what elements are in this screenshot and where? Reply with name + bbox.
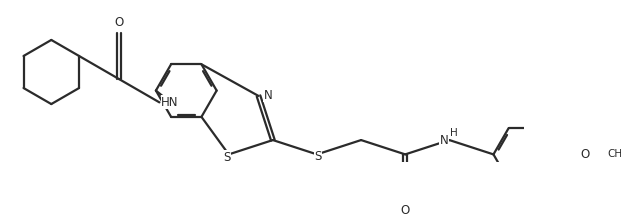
Text: O: O — [115, 16, 124, 29]
Text: O: O — [580, 148, 589, 161]
Text: O: O — [401, 204, 410, 214]
Text: N: N — [440, 134, 448, 147]
Text: H: H — [450, 128, 458, 138]
Text: CH₃: CH₃ — [608, 149, 621, 159]
Text: N: N — [263, 89, 273, 102]
Text: S: S — [314, 150, 322, 163]
Text: HN: HN — [161, 96, 179, 109]
Text: S: S — [224, 151, 231, 164]
